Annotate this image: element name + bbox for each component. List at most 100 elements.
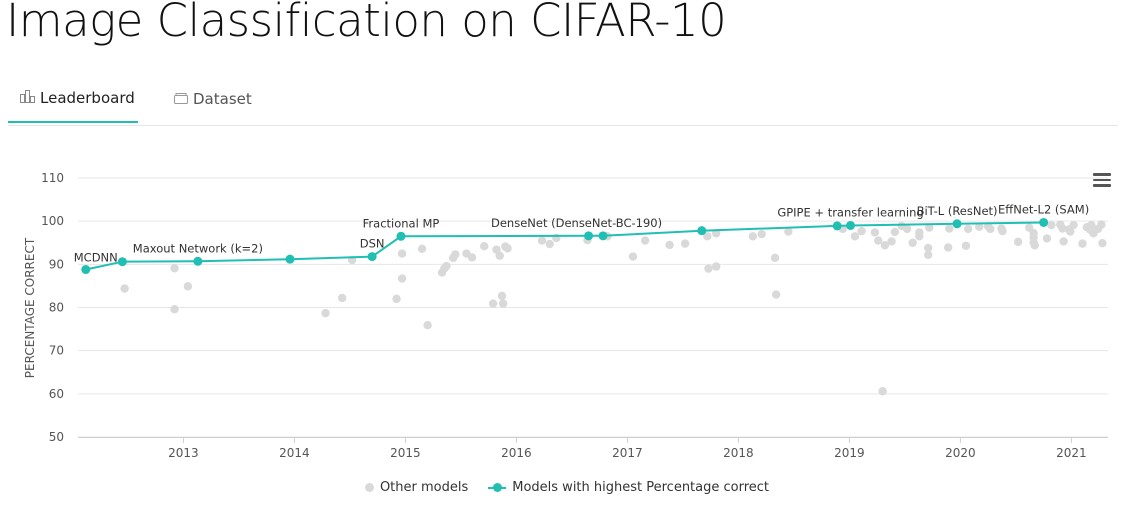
other-model-point[interactable] [442,261,451,271]
other-model-point[interactable] [1078,239,1087,248]
other-model-point[interactable] [451,250,460,259]
other-model-point[interactable] [321,308,330,318]
best-model-point[interactable] [697,226,707,236]
other-model-point[interactable] [748,232,758,241]
best-point-label: Maxout Network (k=2) [133,241,263,255]
other-model-point[interactable] [488,299,498,308]
other-model-point[interactable] [870,228,880,237]
tab-leaderboard[interactable]: Leaderboard [8,74,138,123]
other-model-point[interactable] [170,264,179,273]
other-model-point[interactable] [183,282,193,291]
best-model-point[interactable] [584,231,594,241]
other-model-point[interactable] [998,226,1007,236]
other-model-point[interactable] [498,299,508,308]
other-model-point[interactable] [1042,234,1052,243]
other-model-point[interactable] [640,236,650,245]
other-model-point[interactable] [665,240,674,250]
other-model-point[interactable] [503,244,512,253]
hamburger-menu-icon[interactable] [1093,173,1111,187]
other-model-point[interactable] [887,237,896,246]
other-model-point[interactable] [757,229,766,239]
other-model-point[interactable] [1030,241,1039,250]
other-model-point[interactable] [628,252,638,261]
other-model-point[interactable] [497,291,507,301]
other-model-point[interactable] [120,284,129,293]
other-model-point[interactable] [545,239,554,249]
tab-leaderboard-label: Leaderboard [40,88,135,107]
best-model-point[interactable] [81,265,91,275]
legend-item-other-models[interactable]: Other models [364,480,469,495]
best-model-point[interactable] [598,231,608,241]
other-model-point[interactable] [417,244,427,253]
other-model-point[interactable] [770,253,780,263]
other-model-point[interactable] [943,243,953,252]
other-model-point[interactable] [923,250,933,260]
other-model-point[interactable] [1097,220,1106,229]
dataset-icon [174,90,188,108]
tab-dataset[interactable]: Dataset [174,74,284,124]
x-tick-label: 2015 [390,446,421,460]
other-model-point[interactable] [495,251,504,260]
other-model-point[interactable] [423,320,432,330]
other-model-point[interactable] [537,236,547,245]
best-model-point[interactable] [396,231,406,241]
other-model-point[interactable] [1098,238,1107,248]
x-tick-label: 2014 [279,446,310,460]
other-model-point[interactable] [850,232,860,241]
other-model-point[interactable] [704,264,713,273]
best-model-point[interactable] [193,256,203,266]
other-model-point[interactable] [878,387,887,396]
other-model-point[interactable] [467,253,477,262]
other-model-point[interactable] [925,223,934,232]
best-model-point[interactable] [832,221,842,231]
other-model-point[interactable] [1069,220,1078,230]
other-model-point[interactable] [392,294,401,304]
other-model-point[interactable] [880,241,890,250]
other-model-point[interactable] [1087,220,1096,230]
other-model-point[interactable] [857,226,866,236]
other-model-point[interactable] [1013,237,1023,247]
other-model-point[interactable] [945,224,954,233]
other-model-point[interactable] [1058,224,1067,233]
other-model-point[interactable] [397,274,407,283]
other-model-point[interactable] [784,227,793,236]
other-model-point[interactable] [480,242,489,251]
other-model-point[interactable] [902,224,912,234]
other-model-point[interactable] [975,222,984,231]
legend-label-other: Other models [379,480,469,495]
other-model-point[interactable] [963,224,973,234]
other-model-point[interactable] [680,239,690,248]
other-model-point[interactable] [397,249,407,258]
other-model-point[interactable] [703,232,712,241]
other-model-point[interactable] [1024,223,1034,232]
other-model-point[interactable] [986,224,995,234]
other-model-point[interactable] [1066,227,1075,236]
best-model-point[interactable] [285,254,295,264]
y-tick-label: 100 [41,214,64,228]
page-title: Image Classification on CIFAR-10 [6,0,727,47]
other-model-point[interactable] [712,262,721,271]
chart-legend: Other models Models with highest Percent… [0,480,1134,495]
best-model-point[interactable] [117,257,127,267]
best-model-point[interactable] [846,220,855,230]
other-model-point[interactable] [874,236,883,245]
other-model-point[interactable] [337,293,347,303]
x-tick-label: 2017 [612,446,643,460]
other-model-point[interactable] [961,241,971,250]
legend-marker-other [364,483,374,492]
other-model-point[interactable] [915,232,924,241]
other-model-point[interactable] [771,290,781,299]
best-model-point[interactable] [1039,217,1049,227]
other-model-point[interactable] [923,243,933,253]
other-model-point[interactable] [908,238,917,247]
other-model-point[interactable] [170,305,179,314]
bar-chart-icon [20,89,35,107]
other-model-point[interactable] [890,227,900,237]
other-model-point[interactable] [1047,220,1056,230]
best-point-label: DSN [360,237,385,251]
best-model-point[interactable] [952,219,962,229]
other-model-point[interactable] [1059,237,1068,246]
best-model-point[interactable] [367,252,377,262]
legend-item-best-models[interactable]: Models with highest Percentage correct [488,480,769,495]
x-tick-label: 2019 [834,446,865,460]
